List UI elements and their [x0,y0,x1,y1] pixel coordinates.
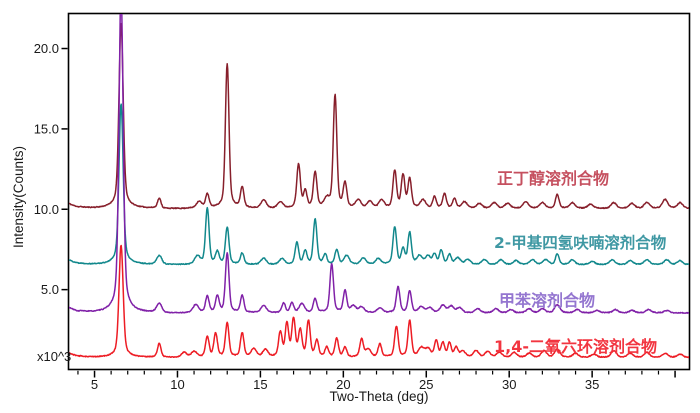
y-axis-scale-multiplier: x10^3 [37,349,72,364]
plot-frame [67,12,691,371]
y-tick-label: 10.0 [34,202,59,217]
y-tick-label: 20.0 [34,41,59,56]
xrd-trace [69,14,689,315]
xrd-trace [69,22,689,210]
series-label-2-methyl-thf-solvate: 2-甲基四氢呋喃溶剂合物 [494,234,667,252]
x-tick-label: 5 [91,377,98,392]
series-label-dioxane-solvate: 1,4-二氧六环溶剂合物 [494,337,657,356]
x-tick-label: 25 [419,377,433,392]
xrd-trace [69,244,689,359]
x-tick-label: 15 [253,377,267,392]
x-tick-label: 20 [336,377,350,392]
x-tick-label: 10 [170,377,184,392]
x-tick-label: 35 [585,377,599,392]
y-tick-label: 5.0 [41,282,59,297]
x-axis-title: Two-Theta (deg) [329,389,429,404]
y-tick-label: 15.0 [34,121,59,136]
x-tick-label: 30 [502,377,516,392]
y-axis-title: Intensity(Counts) [11,145,26,249]
series-label-toluene-solvate: 甲苯溶剂合物 [499,291,596,310]
series-label-n-butanol-solvate: 正丁醇溶剂合物 [497,169,610,188]
xrd-trace [69,103,689,266]
